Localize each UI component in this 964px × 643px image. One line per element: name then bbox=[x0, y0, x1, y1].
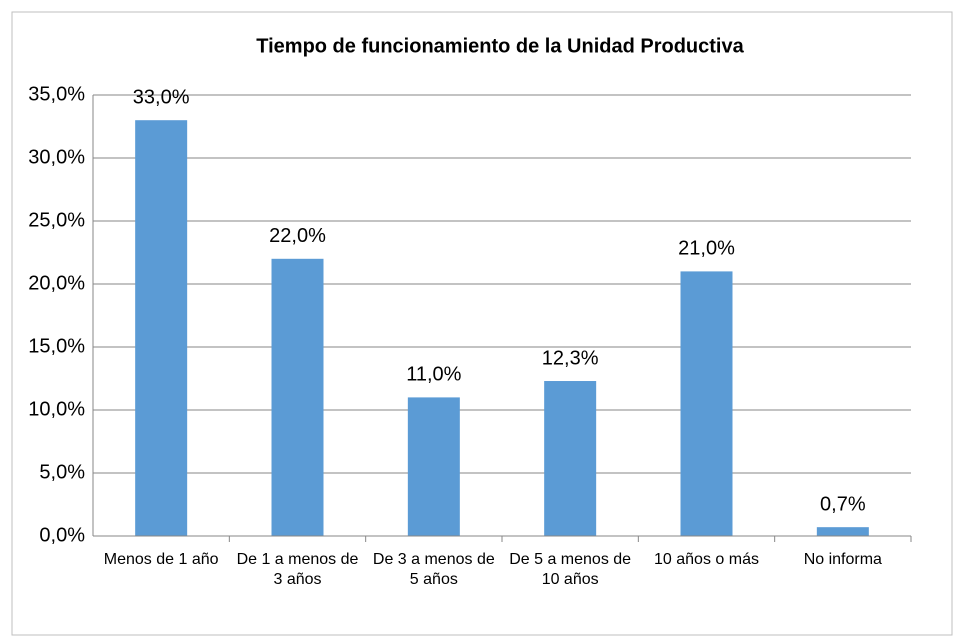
y-tick-label: 20,0% bbox=[28, 272, 85, 294]
x-tick-label: De 3 a menos de 5 años bbox=[372, 551, 495, 588]
y-tick-label: 30,0% bbox=[28, 146, 85, 168]
value-label: 22,0% bbox=[269, 225, 326, 247]
y-tick-label: 15,0% bbox=[28, 335, 85, 357]
x-tick-label: De 1 a menos de 3 años bbox=[236, 551, 359, 588]
y-tick-label: 35,0% bbox=[28, 83, 85, 105]
bar bbox=[271, 258, 324, 536]
value-label: 0,7% bbox=[820, 493, 866, 515]
x-tick-label: No informa bbox=[803, 551, 882, 568]
bar bbox=[407, 397, 460, 536]
bar bbox=[135, 120, 188, 536]
value-label: 33,0% bbox=[133, 86, 190, 108]
y-tick-label: 25,0% bbox=[28, 209, 85, 231]
bar bbox=[816, 527, 869, 536]
chart-title: Tiempo de funcionamiento de la Unidad Pr… bbox=[256, 35, 744, 57]
x-tick-label: De 5 a menos de 10 años bbox=[509, 551, 632, 588]
value-label: 21,0% bbox=[678, 238, 735, 260]
value-label: 12,3% bbox=[542, 347, 599, 369]
y-tick-label: 10,0% bbox=[28, 398, 85, 420]
x-tick-label: 10 años o más bbox=[654, 551, 759, 568]
bar bbox=[544, 381, 597, 536]
value-label: 11,0% bbox=[406, 364, 461, 386]
x-tick-label: Menos de 1 año bbox=[103, 551, 219, 568]
y-tick-label: 5,0% bbox=[39, 461, 85, 483]
y-tick-label: 0,0% bbox=[39, 524, 85, 546]
bar bbox=[680, 271, 733, 536]
